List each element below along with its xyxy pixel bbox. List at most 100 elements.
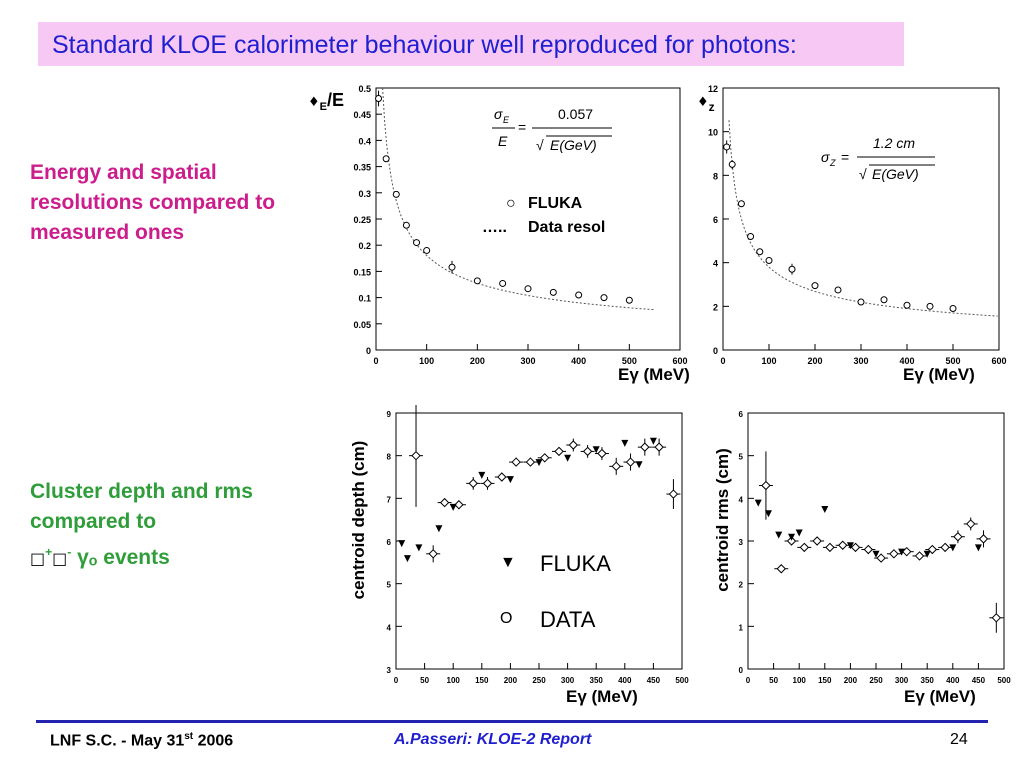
depth-data-point — [511, 457, 521, 467]
x-tick-label: 100 — [419, 356, 434, 366]
depth-data-point — [597, 448, 607, 459]
x-tick-label: 400 — [571, 356, 586, 366]
rms-data-point — [991, 613, 1002, 623]
depth-data-point — [482, 478, 493, 489]
y-tick-label: 0.25 — [353, 215, 371, 225]
y-tick-label: 4 — [713, 259, 718, 269]
rms-fluka-point — [764, 510, 772, 518]
footer-left-main: LNF S.C. - May 31 — [50, 732, 185, 750]
energy-point — [423, 246, 431, 254]
y-tick-label: 0.45 — [353, 110, 371, 120]
energy-point — [600, 294, 608, 302]
energy-curve-line — [382, 87, 655, 311]
rms-data-point — [953, 532, 963, 542]
depth-fluka-point — [621, 439, 629, 447]
x-tick-label: 300 — [895, 676, 909, 685]
x-tick-label: 200 — [844, 676, 858, 685]
energy-point — [402, 221, 410, 229]
x-tick-label: 600 — [672, 356, 687, 366]
x-tick-label: 400 — [946, 676, 960, 685]
y-tick-label: 0.3 — [358, 189, 371, 199]
rms-fluka-point — [775, 531, 783, 539]
x-tick-label: 200 — [470, 356, 485, 366]
depth-fluka-point — [535, 459, 543, 467]
z-curve-line — [728, 120, 998, 317]
x-tick-label: 350 — [590, 676, 604, 685]
rms-xlabel: Eγ (MeV) — [904, 687, 976, 706]
centroid-rms-plot: centroid rms (cm) 0 50 100 150 200 250 300 350 4… — [713, 410, 1011, 706]
x-tick-label: 100 — [793, 676, 807, 685]
depth-fluka-point — [635, 461, 643, 469]
x-tick-label: 250 — [532, 676, 546, 685]
y-tick-label: 0.35 — [353, 163, 371, 173]
y-tick-label: 5 — [739, 453, 744, 462]
rms-fluka-point — [846, 542, 854, 550]
depth-data-point — [554, 446, 564, 457]
y-tick-label: 4 — [387, 623, 392, 632]
x-tick-label: 200 — [504, 676, 518, 685]
depth-data-point — [654, 442, 664, 452]
y-tick-label: 6 — [713, 215, 718, 225]
ylabel-sub: E — [320, 101, 327, 113]
rms-data-point — [889, 549, 899, 559]
energy-point — [625, 296, 633, 304]
depth-data-point — [640, 442, 650, 452]
cluster-depth-caption: Cluster depth and rms compared to □+□- γ… — [30, 477, 320, 574]
energy-point — [524, 285, 532, 293]
y-tick-label: 0.5 — [358, 84, 371, 94]
energy-point — [499, 279, 507, 287]
energy-xlabel: Eγ (MeV) — [618, 365, 690, 384]
gamma-symbol: γ — [77, 546, 89, 569]
rms-fluka-point — [872, 550, 880, 558]
x-tick-label: 200 — [807, 356, 822, 366]
legend-data-symbol: ….. — [482, 219, 507, 236]
energy-point — [413, 239, 421, 247]
y-tick-label: 12 — [708, 84, 718, 94]
formula-sigma-sub: E — [503, 115, 510, 125]
depth-legend-data-label: DATA — [540, 607, 596, 632]
energy-points — [375, 90, 633, 304]
rms-fluka-point — [788, 533, 796, 541]
y-tick-label: 7 — [387, 495, 392, 504]
rms-fluka-point — [754, 499, 762, 507]
z-point — [880, 296, 888, 304]
x-tick-label: 150 — [818, 676, 832, 685]
depth-fluka-point — [449, 503, 457, 511]
energy-ticks: 0 100 200 300 400 500 600 0 0.05 0.1 0.15 0.2 0.25 0.… — [353, 84, 687, 366]
energy-plot-frame — [375, 87, 681, 351]
footer-center: A.Passeri: KLOE-2 Report — [394, 731, 592, 748]
y-tick-label: 2 — [739, 581, 744, 590]
depth-data-point — [540, 453, 550, 463]
z-point — [747, 232, 755, 240]
gamma-sub-symbol: ₒ — [88, 546, 98, 569]
x-tick-label: 450 — [647, 676, 661, 685]
depth-data-point — [454, 500, 464, 510]
z-point — [949, 305, 957, 313]
depth-legend-data-symbol: O — [500, 610, 512, 627]
z-formula-denominator: E(GeV) — [872, 166, 919, 182]
z-formula-equals: = — [841, 149, 849, 165]
rms-data-point — [786, 536, 797, 546]
legend-fluka-symbol: ○ — [506, 195, 516, 212]
x-tick-label: 150 — [475, 676, 489, 685]
z-point — [811, 282, 819, 290]
depth-legend: ▼ FLUKA O DATA — [500, 551, 611, 632]
y-tick-label: 6 — [387, 538, 392, 547]
cluster-caption-line1: Cluster depth and rms — [30, 480, 253, 503]
x-tick-label: 500 — [675, 676, 689, 685]
depth-fluka-point — [403, 555, 411, 563]
rms-data-point — [966, 519, 976, 529]
y-tick-label: 3 — [739, 538, 744, 547]
depth-data-point — [611, 461, 621, 472]
x-tick-label: 500 — [945, 356, 960, 366]
depth-fluka-point — [415, 544, 423, 552]
rms-data-point — [812, 536, 822, 546]
z-ylabel-sub: z — [709, 100, 715, 114]
energy-point — [392, 190, 400, 198]
page-number: 24 — [950, 731, 968, 748]
z-ticks: 0 100 200 300 400 500 600 0 2 4 6 8 10 12 — [708, 84, 1007, 366]
z-point — [857, 298, 865, 306]
formula-e: E — [498, 133, 508, 149]
depth-data-point — [468, 478, 478, 489]
depth-data-point — [625, 457, 636, 467]
